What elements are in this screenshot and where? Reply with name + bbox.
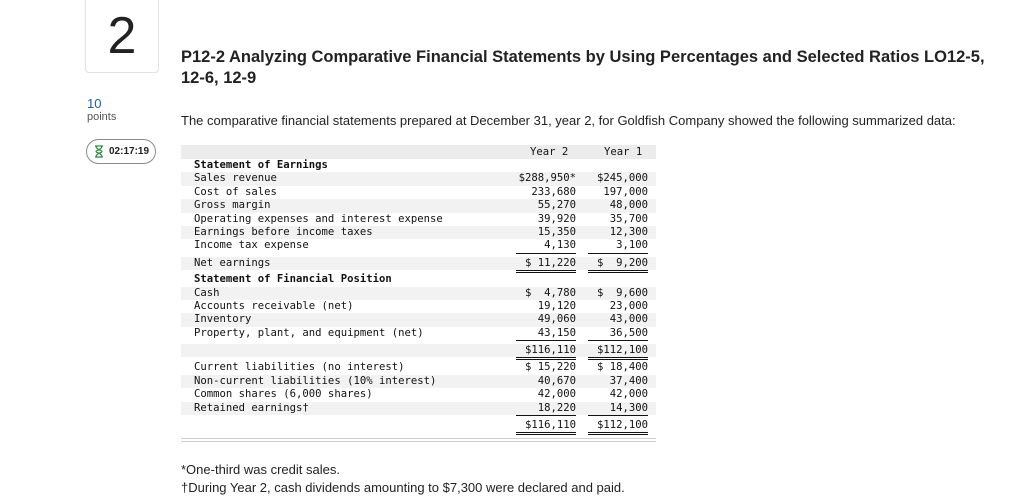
year1-value: 3,100	[588, 239, 648, 254]
table-row: Cost of sales 233,680 197,000	[181, 185, 656, 201]
year2-value: 43,150	[516, 327, 576, 342]
year1-value: 23,000	[609, 299, 648, 312]
question-intro: The comparative financial statements pre…	[181, 113, 956, 128]
col-header-year2: Year 2	[530, 146, 569, 158]
row-label: Operating expenses and interest expense	[194, 212, 443, 225]
earnings-heading-row: Statement of Earnings	[181, 159, 656, 172]
row-label: Property, plant, and equipment (net)	[194, 326, 424, 339]
year2-value: 4,130	[516, 239, 576, 254]
year2-value: 42,000	[537, 388, 576, 401]
table-row: Common shares (6,000 shares) 42,000 42,0…	[181, 388, 656, 401]
row-label: Sales revenue	[194, 172, 277, 185]
year2-value: 40,670	[537, 374, 576, 387]
year1-value: 197,000	[588, 186, 648, 201]
year2-value: 233,680	[516, 186, 576, 201]
row-label: Retained earnings†	[194, 401, 309, 414]
table-bottom-rule	[181, 438, 656, 440]
net-earnings-row: Net earnings $ 11,220 $ 9,200	[181, 256, 656, 274]
year1-value: $ 18,400	[596, 361, 648, 374]
year1-total: $112,100	[588, 419, 648, 436]
year2-value: $288,950*	[518, 172, 576, 185]
table-row: Current liabilities (no interest) $ 15,2…	[181, 361, 656, 374]
row-label: Income tax expense	[194, 239, 309, 252]
year1-value: 12,300	[609, 225, 648, 238]
table-row: Sales revenue $288,950* $245,000	[181, 172, 656, 186]
question-number: 2	[85, 0, 159, 73]
year1-value: 43,000	[609, 313, 648, 326]
year1-total: $112,100	[588, 344, 648, 361]
table-row: Operating expenses and interest expense …	[181, 212, 656, 227]
year1-value: 37,400	[609, 374, 648, 387]
row-label: Earnings before income taxes	[194, 225, 373, 238]
year2-total: $116,110	[516, 344, 576, 361]
row-label: Non-current liabilities (10% interest)	[194, 374, 437, 387]
table-row: Property, plant, and equipment (net) 43,…	[181, 326, 656, 342]
col-header-year1: Year 1	[604, 146, 643, 158]
table-header: Year 2 Year 1	[181, 145, 656, 159]
position-heading: Statement of Financial Position	[194, 273, 392, 286]
row-label: Inventory	[194, 313, 252, 326]
hourglass-icon	[94, 145, 104, 158]
total-liabilities-equity-row: $116,110 $112,100	[181, 419, 656, 436]
year1-value: 35,700	[588, 213, 648, 227]
table-row: Retained earnings† 18,220 14,300	[181, 401, 656, 417]
total-assets-row: $116,110 $112,100	[181, 344, 656, 361]
footnote-dividends: †During Year 2, cash dividends amounting…	[181, 480, 625, 495]
year1-value: 48,000	[609, 199, 648, 212]
row-label: Current liabilities (no interest)	[194, 361, 405, 374]
timer-text: 02:17:19	[109, 146, 150, 157]
table-row: Accounts receivable (net) 19,120 23,000	[181, 300, 656, 313]
question-title: P12-2 Analyzing Comparative Financial St…	[181, 48, 985, 87]
year2-total: $116,110	[516, 419, 576, 436]
year2-value: $ 11,220	[516, 257, 576, 274]
table-row: Inventory 49,060 43,000	[181, 313, 656, 327]
row-label: Gross margin	[194, 199, 271, 212]
footnote-credit-sales: *One-third was credit sales.	[181, 462, 340, 477]
year2-value: $ 4,780	[524, 286, 576, 299]
year2-value: 15,350	[537, 225, 576, 238]
row-label: Cost of sales	[194, 185, 277, 198]
financial-statements-table: Year 2 Year 1 Statement of Earnings Sale…	[181, 145, 656, 443]
year1-value: $ 9,600	[596, 286, 648, 299]
table-row: Income tax expense 4,130 3,100	[181, 239, 656, 254]
points-value: 10	[87, 96, 102, 111]
points-label: points	[87, 111, 117, 123]
year2-value: 39,920	[516, 213, 576, 227]
year2-value: 19,120	[537, 299, 576, 312]
row-label: Net earnings	[194, 256, 271, 269]
table-row: Gross margin 55,270 48,000	[181, 199, 656, 213]
row-label: Common shares (6,000 shares)	[194, 388, 373, 401]
year1-value: $245,000	[596, 172, 648, 185]
year2-value: 49,060	[537, 313, 576, 326]
timer-badge[interactable]: 02:17:19	[86, 139, 156, 164]
year1-value: 14,300	[588, 402, 648, 417]
year2-value: 18,220	[516, 402, 576, 417]
year1-value: $ 9,200	[588, 257, 648, 274]
year2-value: $ 15,220	[524, 361, 576, 374]
position-heading-row: Statement of Financial Position	[181, 273, 656, 286]
year1-value: 36,500	[588, 327, 648, 342]
earnings-heading: Statement of Earnings	[194, 159, 328, 171]
table-row: Non-current liabilities (10% interest) 4…	[181, 374, 656, 389]
table-bottom-rule	[181, 441, 656, 443]
row-label: Cash	[194, 286, 220, 299]
row-label: Accounts receivable (net)	[194, 299, 354, 312]
table-row: Cash $ 4,780 $ 9,600	[181, 286, 656, 300]
year1-value: 42,000	[609, 388, 648, 401]
table-row: Earnings before income taxes 15,350 12,3…	[181, 225, 656, 240]
year2-value: 55,270	[537, 199, 576, 212]
